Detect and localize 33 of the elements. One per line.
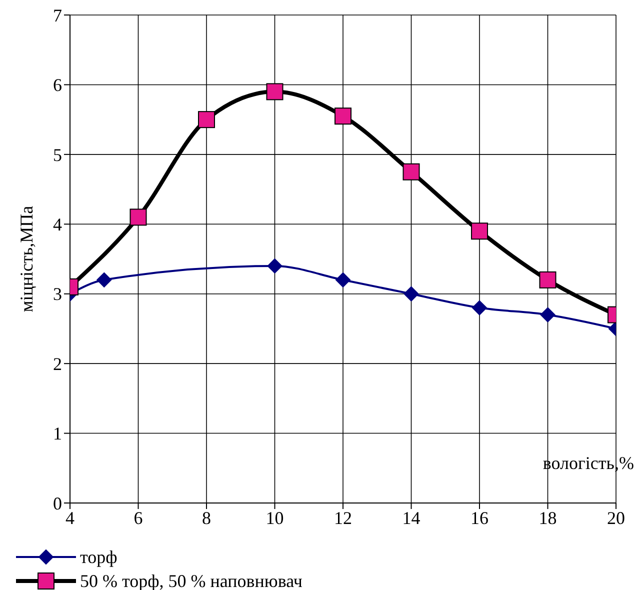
point: [402, 163, 420, 180]
x-tick-label: 20: [607, 508, 625, 528]
x-tick-label: 10: [266, 508, 284, 528]
point: [334, 108, 352, 125]
y-tick-label: 1: [53, 424, 62, 444]
y-tick-label: 4: [53, 214, 62, 235]
point: [96, 272, 112, 288]
legend-label: торф: [80, 546, 118, 568]
point: [198, 111, 215, 128]
point: [540, 307, 556, 322]
point: [471, 222, 488, 240]
x-tick-label: 4: [66, 508, 74, 528]
point: [266, 83, 284, 100]
y-tick-label: 2: [53, 354, 62, 374]
point: [130, 208, 147, 226]
point: [336, 272, 350, 288]
y-tick-label: 5: [53, 144, 62, 165]
point: [539, 271, 556, 288]
x-tick-label: 12: [334, 508, 352, 528]
y-tick-label: 0: [53, 493, 62, 514]
x-tick-label: 18: [538, 508, 557, 528]
x-tick-label: 16: [470, 508, 488, 528]
legend-label: 50 % торф, 50 % наповнювач: [80, 570, 302, 590]
y-tick-label: 3: [53, 284, 62, 304]
point: [267, 258, 282, 274]
y-axis-title: міцність,МПа: [16, 206, 36, 312]
y-tick-label: 7: [53, 5, 62, 26]
point: [472, 300, 487, 316]
x-tick-label: 14: [402, 508, 420, 528]
y-tick-label: 6: [53, 75, 62, 96]
x-tick-label: 6: [134, 508, 143, 528]
point: [404, 286, 419, 302]
x-tick-label: 8: [202, 508, 211, 528]
